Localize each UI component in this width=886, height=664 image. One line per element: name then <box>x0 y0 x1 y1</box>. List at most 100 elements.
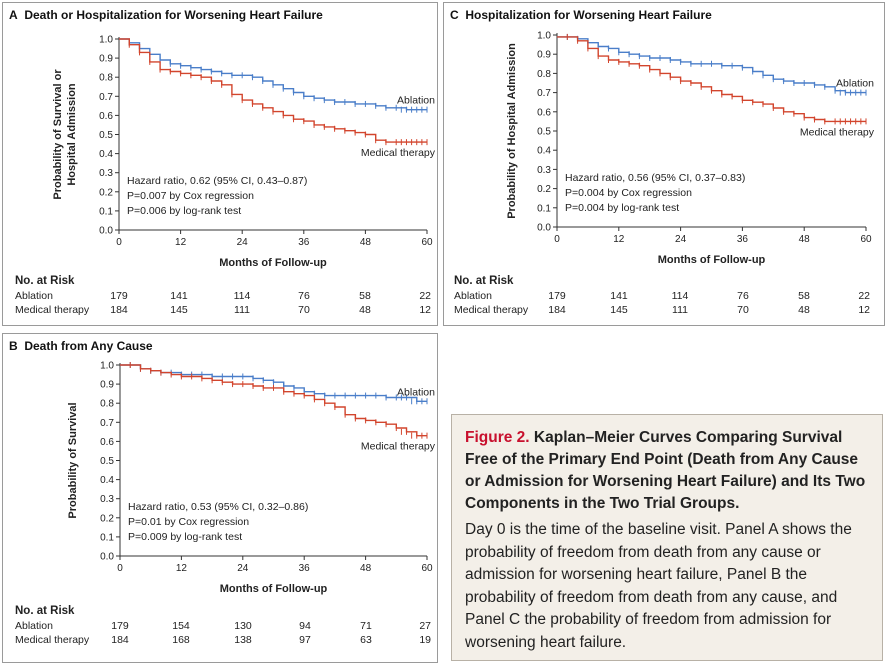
chart-a-ytick-label: 1.0 <box>99 35 113 46</box>
panel-b-letter: B <box>9 339 18 353</box>
chart-a-xtick-label: 24 <box>237 237 249 248</box>
chart-a-label-ablation: Ablation <box>397 95 435 107</box>
chart-a-risk-row-label: Medical therapy <box>15 304 90 316</box>
chart-b-stat-line: P=0.01 by Cox regression <box>128 516 249 528</box>
chart-b-xtick-label: 24 <box>237 563 249 574</box>
chart-a-risk-heading: No. at Risk <box>15 275 75 287</box>
chart-a-risk-value: 12 <box>419 304 431 316</box>
chart-a-xtick-label: 36 <box>298 237 310 248</box>
chart-b-risk-value: 138 <box>234 634 252 646</box>
chart-c-risk-value: 70 <box>737 304 749 316</box>
panel-a-title: A Death or Hospitalization for Worsening… <box>9 8 323 22</box>
chart-c-ytick-label: 0.5 <box>537 127 551 138</box>
chart-c-risk-value: 111 <box>672 304 688 316</box>
chart-c-ytick-label: 0.3 <box>537 165 551 176</box>
chart-a-risk-value: 76 <box>298 290 310 302</box>
chart-a-risk-value: 22 <box>419 290 431 302</box>
chart-b-risk-value: 179 <box>111 620 129 632</box>
chart-b-ytick-label: 0.2 <box>100 513 114 524</box>
chart-c-risk-row-label: Medical therapy <box>454 304 529 316</box>
chart-c-ytick-label: 0.7 <box>537 88 551 99</box>
chart-c-ytick-label: 0.1 <box>537 203 551 214</box>
chart-c-series-medical <box>557 36 866 123</box>
chart-a-label-medical: Medical therapy <box>361 147 436 159</box>
chart-c-risk-heading: No. at Risk <box>454 275 514 287</box>
chart-c-y-axis-label: Probability of Hospital Admission <box>506 43 518 219</box>
chart-c-stat-line: Hazard ratio, 0.56 (95% CI, 0.37–0.83) <box>565 172 745 184</box>
chart-a-ytick-label: 0.3 <box>99 168 113 179</box>
chart-c-stat-line: P=0.004 by Cox regression <box>565 187 692 199</box>
panel-c-letter: C <box>450 8 459 22</box>
chart-c-xtick-label: 0 <box>554 234 560 245</box>
chart-a-xtick-label: 0 <box>116 237 122 248</box>
chart-c-risk-value: 179 <box>548 290 566 302</box>
chart-b-risk-heading: No. at Risk <box>15 605 75 617</box>
chart-a-risk-value: 145 <box>170 304 188 316</box>
chart-a-risk-row-label: Ablation <box>15 290 53 302</box>
chart-a-risk-value: 70 <box>298 304 310 316</box>
chart-a-y-axis-label: Probability of Survival or <box>52 69 64 200</box>
chart-a-xtick-label: 48 <box>360 237 372 248</box>
chart-c-risk-value: 12 <box>858 304 870 316</box>
chart-c-risk-value: 141 <box>610 290 628 302</box>
chart-b-xtick-label: 48 <box>360 563 372 574</box>
chart-a-ytick-label: 0.2 <box>99 187 113 198</box>
chart-b-risk-value: 19 <box>419 634 431 646</box>
chart-c-label-medical: Medical therapy <box>800 126 875 138</box>
chart-b-label-ablation: Ablation <box>397 386 435 398</box>
chart-a-stat-line: P=0.006 by log-rank test <box>127 205 241 217</box>
chart-c-x-axis-label: Months of Follow-up <box>658 254 766 266</box>
chart-c-label-ablation: Ablation <box>836 78 874 90</box>
chart-b-ytick-label: 0.7 <box>100 418 114 429</box>
chart-c-ytick-label: 0.0 <box>537 223 551 234</box>
chart-a-series-ablation <box>119 38 427 111</box>
chart-a-risk-value: 58 <box>359 290 371 302</box>
chart-a-risk-value: 184 <box>110 304 128 316</box>
panel-b-title: B Death from Any Cause <box>9 339 153 353</box>
chart-c-ytick-label: 0.6 <box>537 107 551 118</box>
chart-c-xtick-label: 12 <box>613 234 625 245</box>
chart-a-y-axis-label: Hospital Admission <box>66 83 78 186</box>
chart-b-xtick-label: 36 <box>299 563 311 574</box>
chart-a-xtick-label: 60 <box>421 237 433 248</box>
panel-c-hospitalization: C Hospitalization for Worsening Heart Fa… <box>443 2 885 326</box>
chart-a-series-medical <box>119 38 427 143</box>
chart-a-ytick-label: 0.0 <box>99 226 113 237</box>
chart-b-xtick-label: 60 <box>421 563 433 574</box>
chart-b-ytick-label: 0.3 <box>100 494 114 505</box>
caption-title: Figure 2. Kaplan–Meier Curves Comparing … <box>465 427 870 515</box>
chart-b-label-medical: Medical therapy <box>361 441 436 453</box>
panel-b-title-text: Death from Any Cause <box>24 339 153 353</box>
chart-b-stat-line: Hazard ratio, 0.53 (95% CI, 0.32–0.86) <box>128 501 308 513</box>
chart-b-ytick-label: 0.0 <box>100 552 114 563</box>
chart-c-risk-value: 58 <box>798 290 810 302</box>
chart-b-risk-value: 27 <box>419 620 431 632</box>
chart-c-risk-row-label: Ablation <box>454 290 492 302</box>
chart-c-ytick-label: 1.0 <box>537 31 551 42</box>
chart-a-xtick-label: 12 <box>175 237 187 248</box>
chart-c-xtick-label: 36 <box>737 234 749 245</box>
chart-b-risk-row-label: Medical therapy <box>15 634 90 646</box>
caption-figure-number: Figure 2. <box>465 429 530 446</box>
chart-a-stat-line: P=0.007 by Cox regression <box>127 190 254 202</box>
chart-c-risk-value: 22 <box>858 290 870 302</box>
chart-a-ytick-label: 0.9 <box>99 54 113 65</box>
chart-c-risk-value: 145 <box>610 304 628 316</box>
chart-b-stat-line: P=0.009 by log-rank test <box>128 531 242 543</box>
chart-b-ytick-label: 0.5 <box>100 456 114 467</box>
chart-a-risk-value: 48 <box>359 304 371 316</box>
chart-c-ytick-label: 0.8 <box>537 69 551 80</box>
caption-title-text: Kaplan–Meier Curves Comparing Survival F… <box>465 429 866 512</box>
chart-b-risk-value: 94 <box>299 620 311 632</box>
chart-b-series-medical <box>120 364 427 437</box>
chart-a-risk-value: 141 <box>170 290 188 302</box>
chart-b-ytick-label: 0.6 <box>100 437 114 448</box>
panel-a-letter: A <box>9 8 18 22</box>
chart-a-risk-value: 111 <box>234 304 250 316</box>
chart-c-xtick-label: 48 <box>799 234 811 245</box>
chart-b-x-axis-label: Months of Follow-up <box>220 583 328 595</box>
chart-c-risk-value: 76 <box>737 290 749 302</box>
chart-a-stat-line: Hazard ratio, 0.62 (95% CI, 0.43–0.87) <box>127 175 307 187</box>
chart-c-stat-line: P=0.004 by log-rank test <box>565 202 679 214</box>
chart-b-xtick-label: 0 <box>117 563 123 574</box>
